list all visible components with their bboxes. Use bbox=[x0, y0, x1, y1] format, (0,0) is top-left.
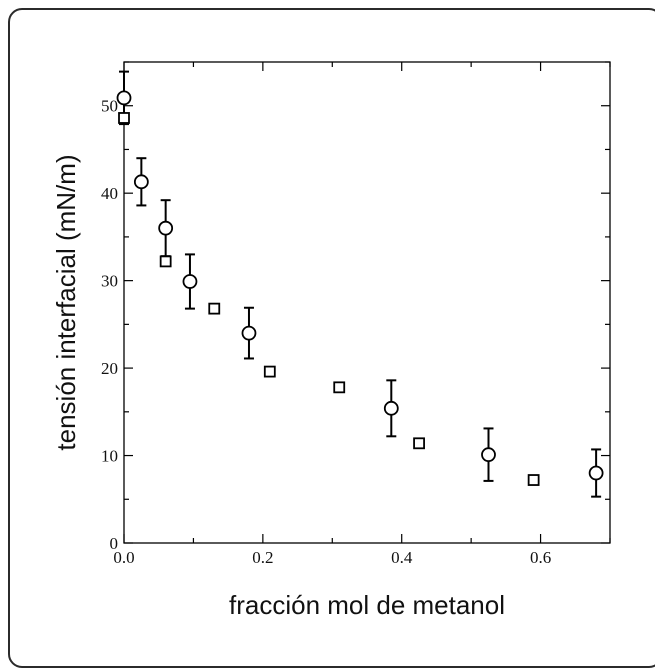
y-tick-label: 50 bbox=[101, 97, 118, 116]
circle-marker bbox=[133, 174, 149, 190]
x-tick-label: 0.4 bbox=[391, 548, 413, 567]
circle-marker bbox=[481, 447, 496, 463]
y-axis-title: tensión interfacial (mN/m) bbox=[51, 154, 81, 450]
y-tick-label: 10 bbox=[101, 447, 118, 466]
y-tick-label: 30 bbox=[101, 272, 118, 291]
y-tick-label: 40 bbox=[101, 184, 118, 203]
chart: 0.0 0.2 0.4 0.6 0 10 20 30 40 50 fracción mol de … bbox=[51, 61, 611, 620]
plot-area bbox=[123, 61, 611, 544]
circle-point bbox=[182, 253, 198, 310]
figure-frame bbox=[8, 8, 655, 668]
circle-point bbox=[588, 448, 604, 498]
x-tick-label: 0.2 bbox=[252, 548, 273, 567]
square-marker bbox=[159, 255, 172, 268]
circle-point bbox=[481, 427, 496, 482]
circle-marker bbox=[588, 465, 604, 481]
square-marker bbox=[527, 474, 540, 486]
data-series bbox=[116, 70, 604, 498]
y-tick-label: 0 bbox=[110, 534, 119, 553]
y-tick-label: 20 bbox=[101, 359, 118, 378]
circle-marker bbox=[158, 220, 174, 236]
square-marker bbox=[333, 381, 346, 394]
circle-point bbox=[158, 199, 174, 258]
circle-point bbox=[133, 157, 149, 207]
circle-point bbox=[241, 306, 257, 360]
x-tick-label: 0.6 bbox=[530, 548, 551, 567]
circle-marker bbox=[116, 90, 132, 106]
ticks: 0.0 0.2 0.4 0.6 0 10 20 30 40 50 bbox=[101, 61, 611, 567]
circle-point bbox=[383, 379, 399, 438]
square-marker bbox=[208, 302, 221, 315]
x-tick-label: 0.0 bbox=[113, 548, 134, 567]
x-axis-title: fracción mol de metanol bbox=[229, 590, 505, 620]
square-marker bbox=[413, 437, 425, 450]
circle-marker bbox=[383, 400, 399, 416]
plot-frame bbox=[123, 61, 611, 544]
circle-marker bbox=[182, 274, 198, 289]
square-marker bbox=[118, 112, 130, 124]
circle-marker bbox=[241, 325, 257, 341]
square-marker bbox=[263, 365, 276, 378]
